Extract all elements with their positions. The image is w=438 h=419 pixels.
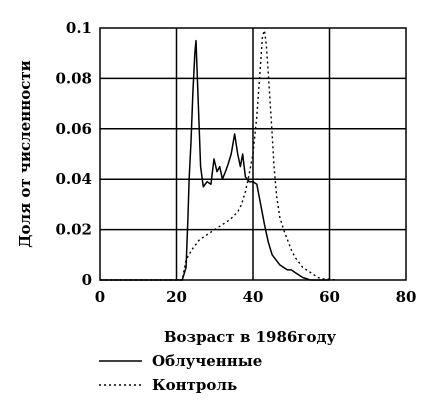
- y-tick-label: 0.08: [55, 69, 92, 87]
- y-axis-title: Доля от численности: [16, 60, 34, 248]
- tick-labels: 0 20 40 60 80 0 0.02 0.04 0.06 0.08 0.1: [55, 19, 416, 306]
- y-tick-label: 0.06: [55, 120, 92, 138]
- x-tick-label: 20: [166, 288, 187, 306]
- legend-label-irradiated: Облученные: [152, 352, 262, 370]
- y-tick-label: 0.1: [66, 19, 92, 37]
- x-axis-title: Возраст в 1986году: [164, 328, 337, 346]
- series-line-control: [100, 29, 338, 281]
- y-tick-label: 0.04: [55, 170, 92, 188]
- legend: Облученные Контроль: [99, 352, 262, 394]
- grid: [100, 28, 406, 280]
- series-layer: [100, 29, 338, 281]
- x-tick-label: 80: [396, 288, 417, 306]
- legend-label-control: Контроль: [152, 376, 237, 394]
- x-tick-label: 0: [95, 288, 105, 306]
- series-line-irradiated: [100, 39, 330, 281]
- x-tick-label: 40: [243, 288, 264, 306]
- plot-frame: [99, 27, 407, 281]
- y-tick-label: 0: [82, 271, 92, 289]
- x-tick-label: 60: [319, 288, 340, 306]
- y-tick-label: 0.02: [55, 221, 92, 239]
